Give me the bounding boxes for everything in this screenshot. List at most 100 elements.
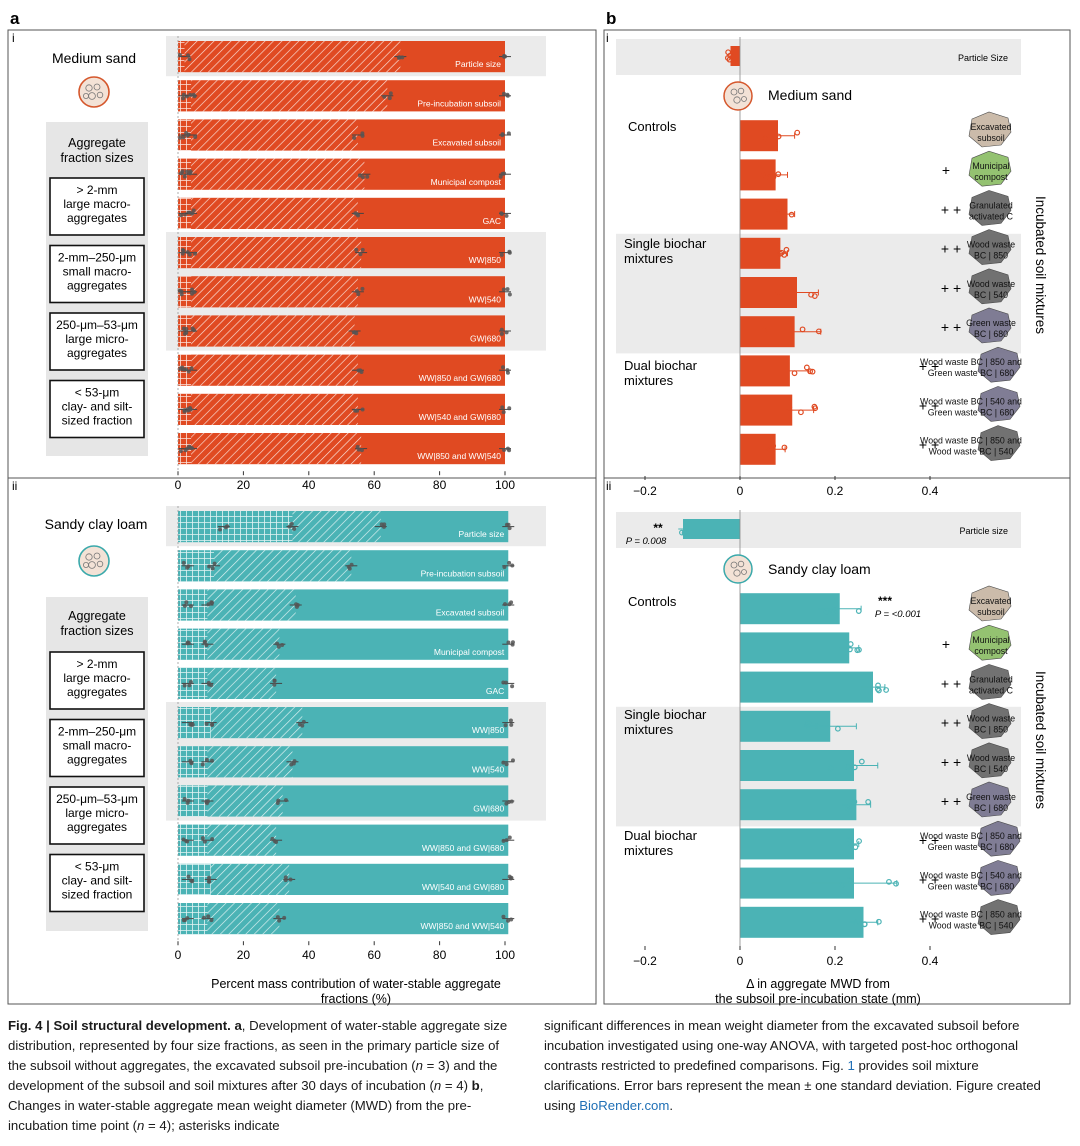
data-point [209, 918, 214, 923]
data-point [501, 838, 506, 843]
data-point [387, 96, 392, 101]
plus-sign: + + [941, 754, 961, 770]
data-point [358, 252, 363, 257]
data-point [813, 723, 820, 729]
plus-sign: + + [919, 832, 939, 848]
panel-b-frame [603, 29, 1071, 1005]
icon-label: Granulated [969, 200, 1013, 210]
icon-label: Wood waste BC | 540 and [920, 396, 1022, 406]
x-axis-title-b: Δ in aggregate MWD from the subsoil pre-i… [715, 977, 921, 1006]
data-point [509, 917, 514, 922]
plus-sign: + [942, 162, 950, 178]
chart-b-i: Particle Size −0.2 0 0.2 0.4 [616, 37, 1021, 498]
incubated-label-b-i: Incubated soil mixtures [1033, 196, 1048, 334]
bar-segment [207, 785, 283, 817]
caption-text: provides soil mixture clarifications. Er… [544, 1058, 1041, 1113]
legend-item-text: 250-μm–53-μm [56, 792, 138, 806]
data-point [786, 404, 793, 411]
data-point [182, 797, 187, 802]
data-point [770, 442, 777, 449]
wood-waste-bc-850-icon [968, 229, 1012, 265]
bar-label: Particle size [458, 529, 504, 539]
data-point [852, 844, 859, 851]
data-point [275, 915, 280, 920]
figure-4: a b i ii i ii Medium sand Aggregate fract… [7, 9, 1071, 1006]
data-point [506, 640, 511, 645]
legend-heading-a-i: Aggregate fraction sizes [61, 136, 134, 165]
municipal-compost-icon [968, 624, 1012, 661]
data-point [811, 403, 818, 410]
legend-item-text: < 53-μm [75, 860, 120, 874]
icon-label: activated C [969, 211, 1014, 221]
excavated-subsoil-icon [968, 111, 1012, 148]
data-point [499, 252, 504, 257]
data-point [184, 367, 189, 372]
data-point [875, 918, 882, 925]
data-point [280, 642, 285, 647]
bar-segment [207, 628, 280, 660]
bar-label: WW|850 and GW|680 [422, 843, 505, 853]
data-point [845, 837, 852, 844]
data-point [210, 600, 215, 605]
legend-box-i-2 [49, 312, 145, 371]
data-point [180, 365, 185, 370]
data-point [202, 915, 207, 920]
data-point [289, 521, 294, 526]
data-point [876, 687, 882, 694]
caption-link[interactable]: BioRender.com [579, 1098, 670, 1113]
data-point [360, 286, 365, 291]
x-tick-label: −0.2 [633, 954, 657, 968]
legend-item-text: aggregates [67, 279, 127, 293]
plus-sign: + + [919, 397, 939, 413]
data-point [179, 292, 184, 297]
data-point [507, 526, 512, 531]
row-band [616, 39, 1021, 75]
group-label-dual: Dual biochar mixtures [624, 828, 698, 858]
caption-text: = 3) and the development of the subsoil … [8, 1058, 498, 1093]
data-point [283, 878, 288, 883]
data-point [504, 330, 509, 335]
icon-label: Wood waste [967, 753, 1015, 763]
data-point [846, 877, 853, 883]
data-point [506, 800, 511, 805]
data-point [682, 527, 689, 534]
data-point [505, 92, 510, 97]
data-point [844, 805, 851, 812]
caption-text: , Changes in water-stable aggregate mean… [8, 1078, 484, 1133]
plus-sign: + + [941, 793, 961, 809]
data-point [381, 524, 386, 529]
data-point [186, 369, 191, 374]
data-point [847, 646, 853, 653]
x-tick-label: 100 [495, 478, 515, 492]
data-point [181, 96, 186, 101]
x-tick-label: 0.2 [827, 954, 844, 968]
bar-segment [187, 863, 211, 895]
bar-label: Pre-incubation subsoil [421, 568, 505, 578]
data-point [851, 764, 858, 771]
wood-waste-bc-540-icon [968, 268, 1012, 305]
data-point [184, 130, 189, 135]
data-point [807, 368, 814, 375]
icon-label: Green waste BC | 680 [928, 407, 1014, 417]
chart-a-ii: Particle size Pre-incubation subsoil Excav… [166, 506, 546, 962]
bar-segment [191, 433, 362, 465]
data-point [289, 762, 294, 767]
data-point [283, 798, 288, 803]
data-point [507, 448, 512, 453]
data-point [210, 722, 215, 727]
icon-label: Wood waste [967, 240, 1015, 250]
data-point [272, 678, 277, 683]
legend-box-ii-1 [49, 718, 145, 778]
plus-sign: + + [941, 241, 961, 257]
chart-a-i: Particle size Pre-incubation subsoil Excav… [166, 36, 546, 492]
legend-item-text: clay- and silt- [62, 874, 133, 888]
data-point [397, 55, 402, 60]
data-point [275, 801, 280, 806]
data-point [804, 722, 810, 729]
bar-label: WW|540 and GW|680 [419, 412, 502, 422]
icon-label: BC | 680 [974, 803, 1008, 813]
data-point [206, 914, 211, 919]
plus-sign: + + [919, 358, 939, 374]
caption-link[interactable]: 1 [847, 1058, 855, 1073]
data-point [184, 600, 189, 605]
